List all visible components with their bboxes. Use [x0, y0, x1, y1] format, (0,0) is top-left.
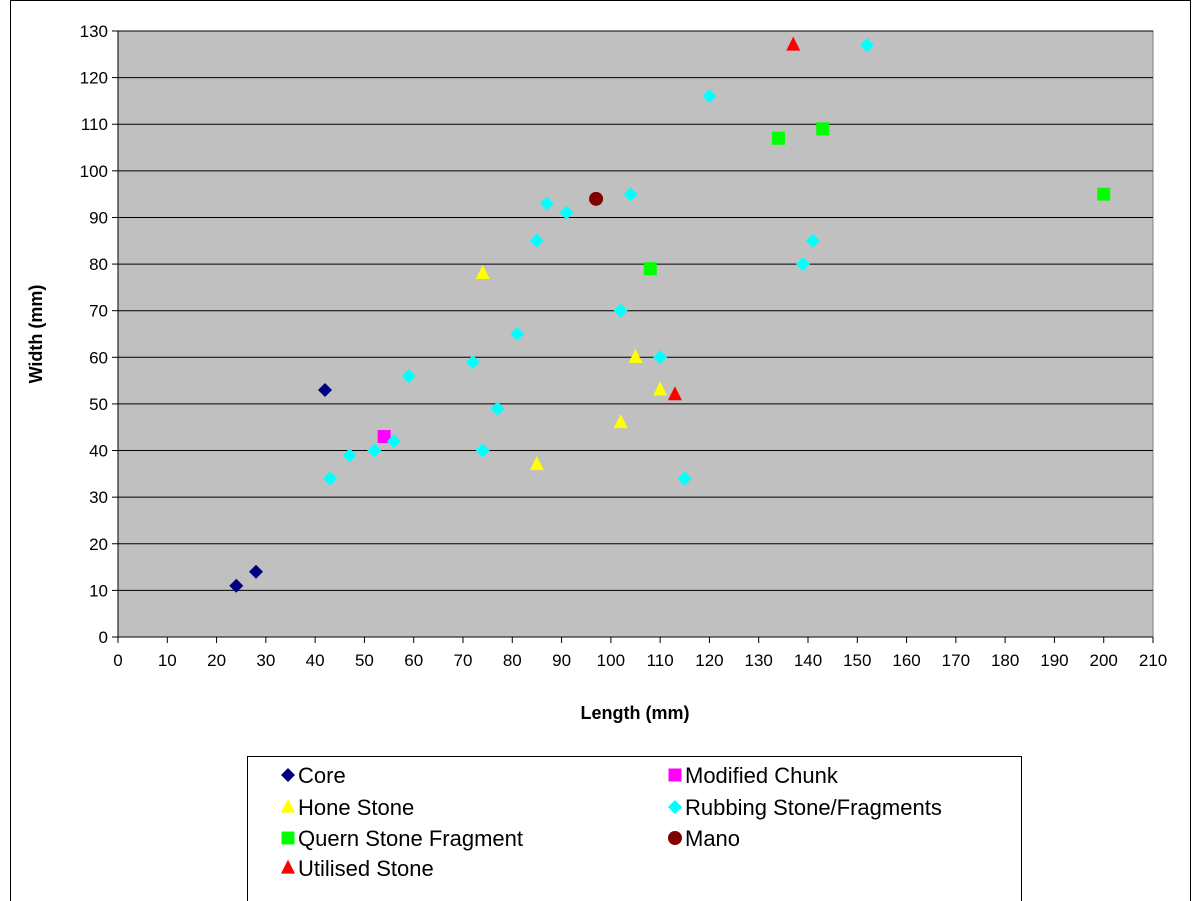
- x-tick-label: 70: [454, 651, 473, 670]
- x-tick-label: 210: [1139, 651, 1167, 670]
- data-point: [367, 443, 382, 458]
- y-tick-label: 40: [89, 442, 108, 461]
- data-point: [377, 430, 391, 444]
- data-point: [786, 36, 801, 51]
- legend-marker: [281, 859, 295, 874]
- data-point: [677, 471, 692, 486]
- data-point: [860, 37, 875, 52]
- y-tick-label: 130: [80, 22, 108, 41]
- data-point: [318, 382, 332, 397]
- data-point: [475, 265, 490, 279]
- x-tick-label: 40: [306, 651, 325, 670]
- data-point: [322, 471, 337, 486]
- y-tick-label: 30: [89, 488, 108, 507]
- y-axis-title: Width (mm): [26, 285, 46, 384]
- data-point: [529, 456, 544, 471]
- x-tick-label: 60: [404, 651, 423, 670]
- data-point: [490, 401, 505, 416]
- data-point: [613, 303, 628, 318]
- data-point: [401, 368, 416, 383]
- y-tick-label: 20: [89, 535, 108, 554]
- data-point: [805, 233, 820, 248]
- data-point: [475, 443, 490, 458]
- x-tick-label: 110: [647, 651, 674, 670]
- data-point: [653, 381, 668, 396]
- legend-label: Utilised Stone: [298, 856, 434, 881]
- plot-area: [117, 30, 1154, 638]
- data-point: [559, 205, 574, 220]
- data-point: [229, 578, 244, 593]
- data-point: [342, 448, 357, 463]
- legend-label: Core: [298, 763, 346, 788]
- y-tick-label: 10: [89, 581, 108, 600]
- x-tick-label: 170: [942, 651, 970, 670]
- legend-label: Modified Chunk: [685, 763, 839, 788]
- data-point: [387, 434, 401, 449]
- x-axis-title: Length (mm): [581, 703, 690, 723]
- data-point: [628, 348, 643, 363]
- data-point: [465, 354, 480, 369]
- x-tick-label: 190: [1040, 651, 1068, 670]
- data-point: [623, 187, 638, 202]
- x-tick-label: 180: [991, 651, 1019, 670]
- legend-marker: [281, 798, 295, 813]
- x-tick-label: 80: [503, 651, 522, 670]
- x-tick-label: 200: [1090, 651, 1118, 670]
- y-tick-label: 90: [89, 208, 108, 227]
- legend-marker: [668, 800, 682, 814]
- y-tick-label: 110: [81, 115, 108, 134]
- data-point: [539, 196, 554, 211]
- grid-lines: [118, 30, 1153, 591]
- data-points: [229, 36, 1111, 593]
- legend-marker: [281, 768, 295, 782]
- data-point: [702, 89, 717, 104]
- x-tick-label: 90: [552, 651, 571, 670]
- legend-marker: [668, 768, 682, 782]
- y-tick-label: 0: [99, 628, 108, 647]
- x-tick-label: 100: [597, 651, 625, 670]
- x-tick-label: 50: [355, 651, 374, 670]
- x-tick-label: 140: [794, 651, 822, 670]
- x-tick-label: 120: [695, 651, 723, 670]
- y-tick-label: 120: [80, 69, 108, 88]
- data-point: [1097, 187, 1111, 201]
- legend-label: Mano: [685, 826, 740, 851]
- axes: [117, 31, 1153, 638]
- data-point: [613, 414, 628, 429]
- x-tick-label: 130: [745, 651, 773, 670]
- data-point: [816, 122, 830, 136]
- data-point: [643, 262, 657, 276]
- x-tick-label: 30: [256, 651, 275, 670]
- data-point: [653, 350, 668, 365]
- legend-label: Quern Stone Fragment: [298, 826, 523, 851]
- legend-label: Rubbing Stone/Fragments: [685, 795, 942, 820]
- x-tick-label: 150: [843, 651, 871, 670]
- y-tick-label: 80: [89, 255, 108, 274]
- data-point: [510, 327, 525, 341]
- legend-label: Hone Stone: [298, 795, 414, 820]
- data-point: [589, 191, 604, 206]
- y-tick-label: 70: [89, 302, 108, 321]
- y-axis: 0 10 20 30 40 50 60 70 80 90 100 110 120 130: [80, 22, 118, 647]
- y-tick-label: 50: [89, 395, 108, 414]
- legend-box: [247, 756, 1022, 901]
- x-tick-label: 10: [158, 651, 177, 670]
- y-tick-label: 60: [89, 348, 108, 367]
- legend-marker: [668, 831, 682, 845]
- y-tick-label: 100: [80, 162, 108, 181]
- legend: Core Modified Chunk Hone Stone Rubbing Ston…: [247, 756, 1022, 901]
- data-point: [667, 386, 682, 401]
- x-tick-label: 0: [113, 651, 122, 670]
- x-axis: 0 10 20 30 40 50 60 70 80 90 100 110 120 130 140 150 160…: [113, 637, 1167, 670]
- data-point: [771, 131, 785, 145]
- legend-marker: [281, 831, 295, 845]
- x-tick-label: 160: [892, 651, 920, 670]
- data-point: [249, 564, 263, 579]
- data-point: [529, 233, 544, 248]
- data-point: [796, 257, 811, 272]
- x-tick-label: 20: [207, 651, 226, 670]
